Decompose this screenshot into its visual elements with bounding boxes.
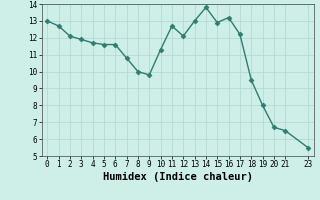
X-axis label: Humidex (Indice chaleur): Humidex (Indice chaleur) xyxy=(103,172,252,182)
